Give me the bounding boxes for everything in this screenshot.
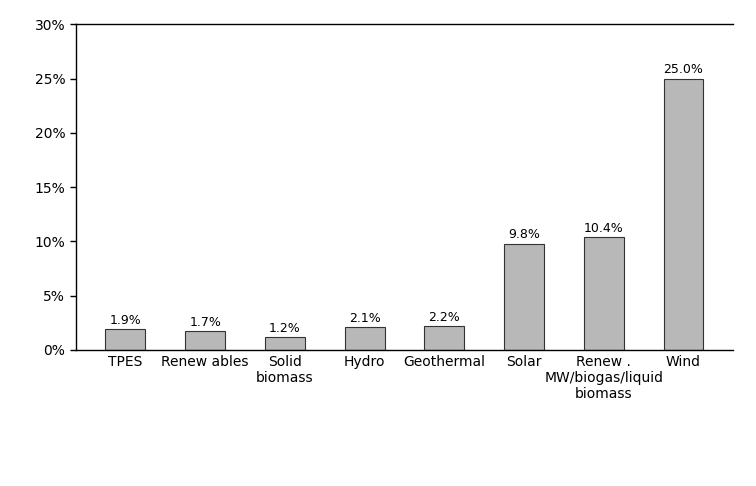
- Bar: [424, 326, 464, 350]
- Bar: [185, 331, 225, 350]
- Text: 1.7%: 1.7%: [189, 316, 221, 330]
- Text: 9.8%: 9.8%: [508, 228, 540, 242]
- Bar: [504, 243, 544, 350]
- Text: 10.4%: 10.4%: [584, 222, 624, 235]
- Text: 2.1%: 2.1%: [349, 312, 380, 325]
- Text: 1.9%: 1.9%: [110, 314, 141, 327]
- Text: 2.2%: 2.2%: [429, 311, 460, 324]
- Bar: [584, 237, 624, 350]
- Bar: [345, 327, 385, 350]
- Bar: [265, 337, 305, 350]
- Bar: [664, 79, 703, 350]
- Bar: [106, 330, 145, 350]
- Text: 1.2%: 1.2%: [269, 322, 301, 335]
- Text: 25.0%: 25.0%: [664, 63, 703, 76]
